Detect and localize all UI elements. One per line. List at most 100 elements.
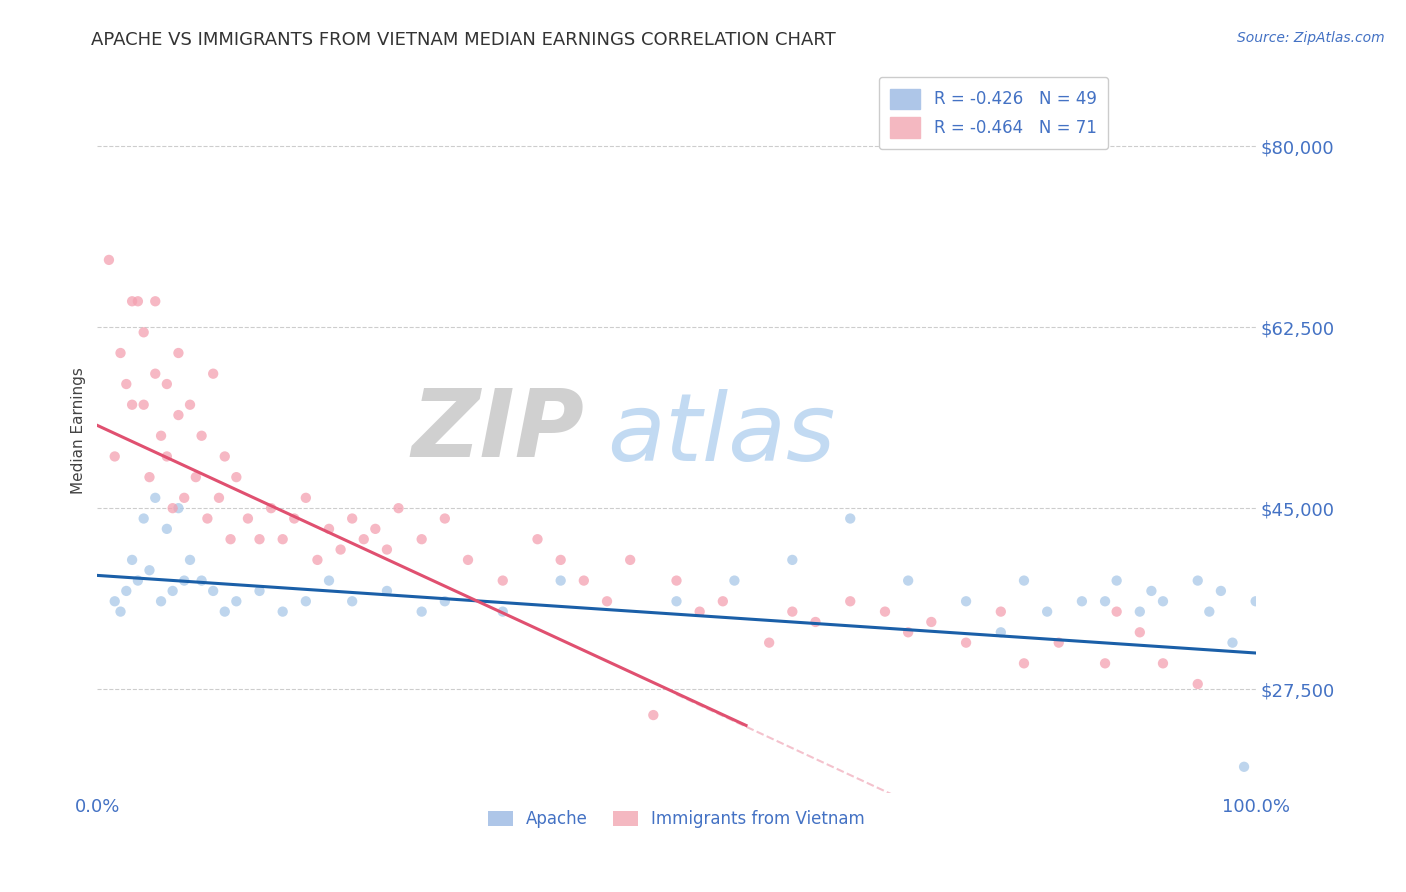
Point xyxy=(143,367,166,381)
Point xyxy=(873,605,896,619)
Point xyxy=(1129,605,1152,619)
Point xyxy=(643,708,665,723)
Point xyxy=(162,583,184,598)
Point xyxy=(1233,760,1256,774)
Point xyxy=(202,583,225,598)
Point xyxy=(387,501,409,516)
Point xyxy=(364,522,387,536)
Point xyxy=(839,594,862,608)
Point xyxy=(1094,657,1116,671)
Point xyxy=(127,294,149,309)
Point xyxy=(1129,625,1152,640)
Point xyxy=(121,294,143,309)
Point xyxy=(190,429,212,443)
Point xyxy=(411,532,433,546)
Point xyxy=(1198,605,1220,619)
Point xyxy=(375,583,398,598)
Point xyxy=(167,408,190,422)
Point xyxy=(1222,635,1244,649)
Point xyxy=(665,574,688,588)
Point xyxy=(955,635,977,649)
Point xyxy=(1094,594,1116,608)
Point xyxy=(550,574,572,588)
Point xyxy=(115,377,138,392)
Point xyxy=(110,605,132,619)
Point xyxy=(225,594,247,608)
Point xyxy=(990,625,1012,640)
Point xyxy=(711,594,734,608)
Point xyxy=(723,574,745,588)
Point xyxy=(225,470,247,484)
Point xyxy=(550,553,572,567)
Point xyxy=(167,346,190,360)
Point xyxy=(97,252,120,267)
Point xyxy=(150,594,173,608)
Point xyxy=(457,553,479,567)
Point xyxy=(318,574,340,588)
Text: APACHE VS IMMIGRANTS FROM VIETNAM MEDIAN EARNINGS CORRELATION CHART: APACHE VS IMMIGRANTS FROM VIETNAM MEDIAN… xyxy=(91,31,837,49)
Point xyxy=(318,522,340,536)
Point xyxy=(839,511,862,525)
Point xyxy=(156,377,179,392)
Legend: Apache, Immigrants from Vietnam: Apache, Immigrants from Vietnam xyxy=(481,804,872,835)
Point xyxy=(1047,635,1070,649)
Point xyxy=(143,294,166,309)
Point xyxy=(1152,594,1174,608)
Point xyxy=(782,553,804,567)
Y-axis label: Median Earnings: Median Earnings xyxy=(72,368,86,494)
Point xyxy=(173,491,195,505)
Point xyxy=(179,398,201,412)
Point xyxy=(249,583,271,598)
Point xyxy=(236,511,259,525)
Point xyxy=(1187,574,1209,588)
Point xyxy=(1105,574,1128,588)
Point xyxy=(184,470,207,484)
Point xyxy=(197,511,219,525)
Point xyxy=(340,511,363,525)
Point xyxy=(340,594,363,608)
Point xyxy=(138,563,160,577)
Point xyxy=(411,605,433,619)
Point xyxy=(132,511,155,525)
Point xyxy=(271,605,294,619)
Point xyxy=(1012,574,1035,588)
Point xyxy=(214,605,236,619)
Point xyxy=(1152,657,1174,671)
Text: atlas: atlas xyxy=(607,389,835,480)
Point xyxy=(208,491,231,505)
Point xyxy=(167,501,190,516)
Point xyxy=(1209,583,1232,598)
Point xyxy=(260,501,283,516)
Point xyxy=(689,605,711,619)
Point xyxy=(295,594,318,608)
Point xyxy=(121,553,143,567)
Point xyxy=(782,605,804,619)
Point xyxy=(1187,677,1209,691)
Point xyxy=(955,594,977,608)
Text: ZIP: ZIP xyxy=(411,384,583,476)
Point xyxy=(353,532,375,546)
Point xyxy=(249,532,271,546)
Point xyxy=(329,542,352,557)
Point xyxy=(990,605,1012,619)
Point xyxy=(179,553,201,567)
Point xyxy=(433,594,456,608)
Point xyxy=(758,635,780,649)
Point xyxy=(283,511,305,525)
Point xyxy=(219,532,242,546)
Point xyxy=(162,501,184,516)
Point xyxy=(156,522,179,536)
Point xyxy=(1105,605,1128,619)
Point xyxy=(127,574,149,588)
Point xyxy=(173,574,195,588)
Point xyxy=(115,583,138,598)
Point xyxy=(190,574,212,588)
Point xyxy=(596,594,619,608)
Point xyxy=(375,542,398,557)
Point xyxy=(307,553,329,567)
Point xyxy=(1140,583,1163,598)
Point xyxy=(897,625,920,640)
Point xyxy=(110,346,132,360)
Point xyxy=(104,450,127,464)
Point xyxy=(138,470,160,484)
